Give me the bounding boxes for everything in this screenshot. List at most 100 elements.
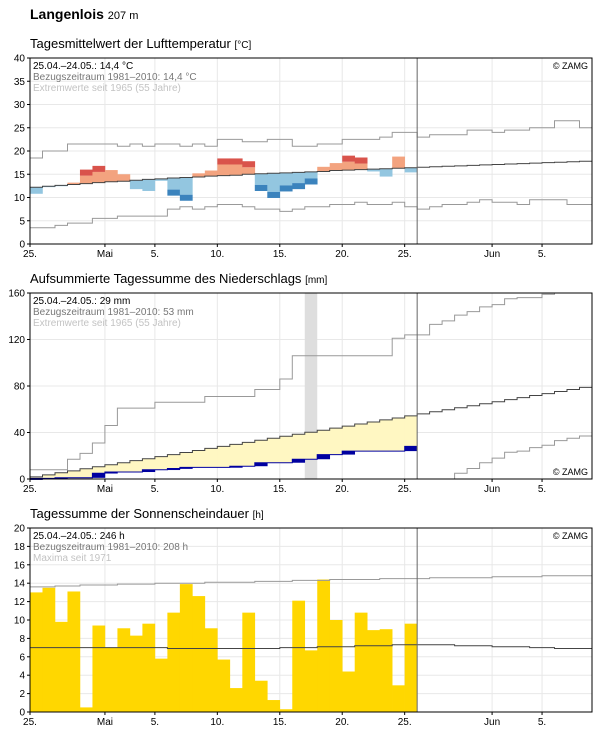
temperature-bar <box>30 187 43 194</box>
temperature-bar <box>354 163 368 170</box>
precipitation-deficit-area <box>67 470 81 478</box>
info-current-period: 25.04.–24.05.: 246 h <box>33 531 125 542</box>
x-tick-label: 15. <box>273 484 287 495</box>
station-header: Langenlois 207 m <box>30 6 138 22</box>
precipitation-deficit-area <box>329 428 343 455</box>
info-reference-period: Bezugszeitraum 1981–2010: 53 mm <box>33 307 194 318</box>
temperature-bar-extreme <box>342 155 356 162</box>
x-tick-label: 25. <box>398 249 412 260</box>
x-tick-label: 15. <box>273 249 287 260</box>
temperature-bar-extreme <box>92 165 106 172</box>
temperature-bar <box>79 175 93 184</box>
y-tick-label: 35 <box>14 77 26 88</box>
sunshine-bar <box>267 700 281 712</box>
temperature-bar <box>179 177 193 195</box>
sunshine-bar <box>254 680 268 712</box>
temperature-min-record-line <box>30 199 592 229</box>
sunshine-bar <box>79 707 93 712</box>
sunshine-chart-title: Tagessumme der Sonnenscheindauer [h] <box>30 506 264 521</box>
temperature-bar <box>267 173 281 192</box>
sunshine-bar <box>304 650 318 712</box>
sunshine-bar <box>354 612 368 712</box>
precipitation-deficit-area <box>242 442 256 467</box>
sunshine-bar <box>204 628 218 712</box>
sunshine-bar <box>367 630 380 712</box>
y-tick-label: 8 <box>19 634 25 645</box>
temperature-bar <box>129 180 143 190</box>
temperature-bar <box>254 173 268 185</box>
y-tick-label: 10 <box>14 616 26 627</box>
precipitation-unit: [mm] <box>305 275 328 286</box>
temperature-bar-extreme <box>267 191 281 198</box>
temperature-bar <box>167 177 181 190</box>
sunshine-bar <box>92 625 106 712</box>
x-tick-label: 5. <box>538 484 546 495</box>
temperature-bar <box>154 178 168 181</box>
x-tick-label: 5. <box>151 484 159 495</box>
temperature-bar <box>279 172 293 186</box>
precipitation-deficit-area <box>404 415 418 447</box>
precipitation-daily-block <box>104 472 118 474</box>
sunshine-bar <box>167 612 181 712</box>
x-tick-label: 20. <box>335 249 349 260</box>
precipitation-deficit-area <box>192 450 206 468</box>
y-tick-label: 40 <box>14 54 26 65</box>
copyright-label: © ZAMG <box>553 61 588 71</box>
y-tick-label: 14 <box>14 579 26 590</box>
sunshine-bar <box>192 596 206 712</box>
temperature-max-record-line <box>30 120 592 159</box>
precipitation-deficit-area <box>304 432 318 460</box>
precipitation-deficit-area <box>79 468 93 478</box>
precipitation-deficit-area <box>179 452 193 468</box>
x-tick-label: Mai <box>97 249 113 260</box>
precipitation-deficit-area <box>279 436 293 463</box>
x-tick-label: 25. <box>398 717 412 728</box>
temperature-bar <box>304 171 318 179</box>
temperature-bar <box>317 166 331 172</box>
y-tick-label: 25 <box>14 123 26 134</box>
sunshine-bar <box>292 600 306 712</box>
precipitation-daily-block <box>142 469 156 473</box>
temperature-bar <box>392 156 405 169</box>
temperature-bar-extreme <box>217 158 231 165</box>
chart-panel-2 <box>27 527 593 715</box>
precipitation-deficit-area <box>142 458 156 470</box>
precipitation-daily-block <box>292 459 306 463</box>
y-tick-label: 12 <box>14 597 26 608</box>
temperature-bar <box>329 163 343 171</box>
x-tick-label: Jun <box>484 484 500 495</box>
precipitation-deficit-area <box>167 454 181 469</box>
x-tick-label: Jun <box>484 249 500 260</box>
x-tick-label: 20. <box>335 484 349 495</box>
temperature-bar-extreme <box>167 189 181 196</box>
sunshine-bar <box>242 612 256 712</box>
sunshine-bar <box>329 620 343 712</box>
temperature-bar <box>204 170 218 177</box>
precipitation-daily-block <box>404 446 418 452</box>
sunshine-bar <box>279 709 293 712</box>
sunshine-bar <box>317 579 331 712</box>
sunshine-bar <box>104 647 118 712</box>
sunshine-bar <box>392 685 405 712</box>
sunshine-bar <box>404 623 418 712</box>
precipitation-deficit-area <box>254 440 268 463</box>
info-records: Extremwerte seit 1965 (55 Jahre) <box>33 83 181 94</box>
precipitation-daily-block <box>179 467 193 469</box>
temperature-bar <box>242 167 256 175</box>
x-tick-label: 5. <box>538 249 546 260</box>
temperature-chart-title: Tagesmittelwert der Lufttemperatur [°C] <box>30 36 252 51</box>
temperature-bar <box>292 172 306 184</box>
chart-panel-0 <box>27 57 593 247</box>
sunshine-normal-line <box>30 644 592 649</box>
info-records: Extremwerte seit 1965 (55 Jahre) <box>33 318 181 329</box>
temperature-bar-extreme <box>229 158 243 165</box>
temperature-bar-extreme <box>254 184 268 191</box>
precipitation-deficit-area <box>54 472 68 478</box>
temperature-bar-extreme <box>292 183 306 190</box>
precipitation-chart-title: Aufsummierte Tagessumme des Niederschlag… <box>30 271 328 286</box>
sunshine-bar <box>379 629 393 712</box>
y-tick-label: 160 <box>8 289 25 300</box>
y-tick-label: 18 <box>14 542 26 553</box>
x-tick-label: 25. <box>23 484 37 495</box>
